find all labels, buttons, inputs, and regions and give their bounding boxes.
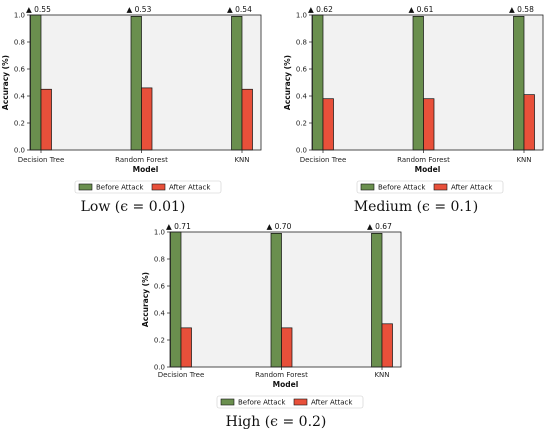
bar <box>281 327 293 368</box>
legend-label: Before Attack <box>378 184 426 192</box>
drop-label: ▲ 0.55 <box>26 5 51 14</box>
legend-label: After Attack <box>311 399 353 407</box>
y-axis-label: Accuracy (%) <box>283 55 292 110</box>
y-tick-label: 0.8 <box>296 39 307 47</box>
y-tick-label: 0.0 <box>14 147 25 155</box>
legend: Before Attack After Attack <box>216 395 364 409</box>
bar <box>423 98 435 151</box>
y-tick-label: 0.6 <box>14 66 26 74</box>
legend-swatch <box>293 398 308 406</box>
subfigure-caption: Medium (ϵ = 0.1) <box>354 199 478 215</box>
chart-panel-0: 0.0 0.2 0.4 0.6 0.8 1.0▲ 0.55 Decision Tree ▲ 0… <box>1 5 262 215</box>
drop-label: ▲ 0.61 <box>409 5 434 14</box>
legend: Before Attack After Attack <box>74 180 222 194</box>
x-axis-label: Model <box>133 165 159 174</box>
drop-label: ▲ 0.70 <box>267 222 292 231</box>
subfigure-caption: High (ϵ = 0.2) <box>226 414 327 430</box>
legend-label: Before Attack <box>96 184 144 192</box>
x-axis-label: Model <box>273 380 299 389</box>
plot-frame <box>29 14 262 151</box>
x-tick-label: Decision Tree <box>158 371 205 379</box>
bar <box>513 16 525 151</box>
y-tick-label: 0.0 <box>296 147 307 155</box>
legend: Before Attack After Attack <box>356 180 504 194</box>
y-tick-label: 0.4 <box>154 310 166 318</box>
bar <box>270 233 282 368</box>
y-axis-label: Accuracy (%) <box>1 55 10 110</box>
y-tick-label: 1.0 <box>296 12 307 20</box>
subfigure-caption: Low (ϵ = 0.01) <box>81 199 186 215</box>
legend-swatch <box>360 183 375 191</box>
legend-label: Before Attack <box>238 399 286 407</box>
bar <box>40 88 52 151</box>
x-tick-label: KNN <box>374 371 389 379</box>
legend-swatch <box>433 183 448 191</box>
y-tick-label: 0.4 <box>296 93 308 101</box>
legend-label: After Attack <box>451 184 493 192</box>
x-tick-label: Random Forest <box>397 156 450 164</box>
bar <box>180 327 192 368</box>
drop-label: ▲ 0.67 <box>367 222 392 231</box>
bar <box>130 16 142 151</box>
bar <box>322 98 334 151</box>
drop-label: ▲ 0.71 <box>166 222 191 231</box>
y-tick-label: 0.2 <box>14 120 25 128</box>
x-tick-label: Decision Tree <box>18 156 65 164</box>
y-tick-label: 0.6 <box>296 66 308 74</box>
x-tick-label: Decision Tree <box>300 156 347 164</box>
legend-swatch <box>151 183 166 191</box>
x-tick-label: KNN <box>516 156 531 164</box>
chart-panel-2: 0.0 0.2 0.4 0.6 0.8 1.0▲ 0.71 Decision Tree ▲ 0… <box>141 222 402 430</box>
y-tick-label: 0.8 <box>154 256 165 264</box>
bar <box>412 16 424 151</box>
bar <box>231 16 243 151</box>
legend-box <box>216 395 364 409</box>
y-tick-label: 1.0 <box>154 229 165 237</box>
bar <box>30 14 42 151</box>
x-tick-label: Random Forest <box>255 371 308 379</box>
y-tick-label: 0.2 <box>296 120 307 128</box>
y-axis-label: Accuracy (%) <box>141 272 150 327</box>
drop-label: ▲ 0.58 <box>509 5 534 14</box>
drop-label: ▲ 0.62 <box>308 5 333 14</box>
y-tick-label: 0.8 <box>14 39 25 47</box>
drop-label: ▲ 0.53 <box>127 5 152 14</box>
legend-swatch <box>78 183 93 191</box>
y-tick-label: 1.0 <box>14 12 25 20</box>
x-tick-label: Random Forest <box>115 156 168 164</box>
y-tick-label: 0.4 <box>14 93 26 101</box>
y-tick-label: 0.6 <box>154 283 166 291</box>
y-tick-label: 0.0 <box>154 364 165 372</box>
bar <box>241 88 253 151</box>
x-tick-label: KNN <box>234 156 249 164</box>
drop-label: ▲ 0.54 <box>227 5 252 14</box>
x-axis-label: Model <box>415 165 441 174</box>
legend-box <box>74 180 222 194</box>
bar <box>523 94 535 151</box>
legend-box <box>356 180 504 194</box>
chart-panel-1: 0.0 0.2 0.4 0.6 0.8 1.0▲ 0.62 Decision Tree ▲ 0… <box>283 5 544 215</box>
bar <box>381 323 393 368</box>
bar <box>170 231 182 368</box>
plot-frame <box>311 14 544 151</box>
y-tick-label: 0.2 <box>154 337 165 345</box>
bar <box>141 87 153 151</box>
legend-label: After Attack <box>169 184 211 192</box>
legend-swatch <box>220 398 235 406</box>
plot-frame <box>169 231 402 368</box>
bar <box>312 14 324 151</box>
bar <box>371 233 383 368</box>
